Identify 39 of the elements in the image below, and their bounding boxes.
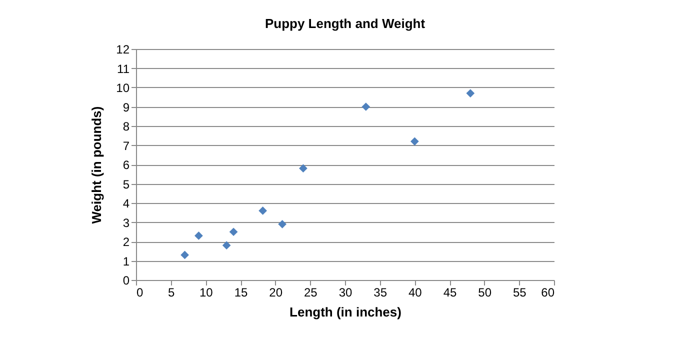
y-tick-label: 3 bbox=[122, 216, 130, 230]
x-tick-label: 15 bbox=[234, 286, 248, 300]
y-tick-label: 8 bbox=[122, 120, 130, 134]
x-tick-label: 25 bbox=[304, 286, 318, 300]
point bbox=[222, 241, 231, 250]
point bbox=[194, 232, 203, 240]
x-tick-label: 55 bbox=[512, 286, 527, 300]
x-tick-label: 35 bbox=[374, 286, 388, 300]
point bbox=[299, 164, 308, 173]
y-tick-label: 11 bbox=[117, 62, 130, 76]
x-tick-label: 60 bbox=[541, 286, 555, 300]
y-tick-label: 2 bbox=[122, 235, 130, 249]
point bbox=[180, 250, 189, 260]
point bbox=[362, 102, 370, 111]
x-axis-title: Length (in inches) bbox=[290, 304, 402, 320]
point bbox=[466, 89, 475, 98]
y-tick-label: 1 bbox=[122, 254, 130, 268]
x-tick-label: 30 bbox=[338, 286, 352, 300]
y-tick-label: 9 bbox=[122, 100, 130, 114]
x-tick-label: 10 bbox=[199, 286, 214, 300]
chart-title: Puppy Length and Weight bbox=[264, 16, 426, 31]
point bbox=[278, 220, 286, 228]
y-tick-label: 5 bbox=[122, 177, 130, 192]
point bbox=[258, 206, 267, 215]
point bbox=[229, 228, 238, 236]
x-tick-label: 5 bbox=[168, 286, 175, 300]
x-tick-label: 50 bbox=[478, 286, 492, 300]
y-tick-label: 7 bbox=[122, 138, 130, 153]
y-tick-label: 6 bbox=[122, 158, 130, 172]
y-tick-label: 12 bbox=[116, 42, 130, 56]
y-tick-label: 0 bbox=[122, 274, 130, 288]
x-tick-label: 45 bbox=[443, 286, 457, 300]
x-tick-label: 40 bbox=[408, 286, 422, 300]
x-tick-label: 20 bbox=[269, 286, 283, 300]
point bbox=[410, 137, 419, 146]
y-tick-label: 4 bbox=[122, 196, 130, 210]
x-tick-label: 0 bbox=[136, 286, 144, 300]
y-tick-label: 10 bbox=[116, 81, 130, 95]
y-axis-title: Weight (in pounds) bbox=[89, 106, 104, 224]
